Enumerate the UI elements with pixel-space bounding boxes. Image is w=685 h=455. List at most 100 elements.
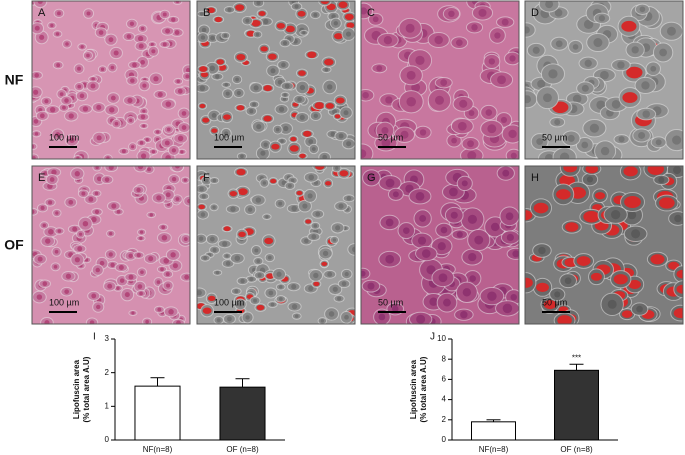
cell (525, 22, 536, 38)
nucleus (238, 188, 248, 196)
nucleus (381, 138, 391, 148)
nucleus (618, 136, 625, 143)
nucleus (334, 33, 343, 40)
row-label: OF (4, 237, 24, 253)
nucleus (199, 103, 206, 109)
nucleus (321, 261, 328, 267)
nucleus (469, 275, 476, 282)
nucleus (108, 37, 114, 43)
nucleus (114, 121, 119, 126)
nucleus (676, 284, 683, 294)
nucleus (525, 95, 531, 104)
nucleus (42, 223, 46, 228)
panel-border (524, 0, 684, 160)
nucleus (344, 271, 349, 277)
nucleus (263, 18, 269, 25)
nucleus (108, 166, 114, 170)
nucleus (621, 20, 637, 32)
nucleus (130, 78, 135, 83)
nucleus (421, 249, 431, 258)
nucleus (95, 166, 99, 170)
nucleus (344, 314, 349, 320)
nucleus (490, 222, 500, 232)
nucleus (247, 207, 253, 212)
nucleus (245, 315, 250, 320)
nucleus (201, 27, 207, 33)
nucleus (223, 114, 231, 120)
nucleus (183, 237, 188, 242)
nucleus (276, 22, 285, 29)
nucleus (145, 138, 149, 142)
nucleus (621, 310, 633, 318)
nucleus (290, 136, 297, 142)
nucleus (434, 35, 443, 45)
nucleus (311, 234, 317, 240)
nucleus (302, 31, 306, 35)
nucleus (376, 65, 383, 72)
nucleus (468, 110, 475, 116)
nucleus (164, 140, 170, 146)
nucleus (583, 19, 594, 30)
nucleus (537, 79, 546, 88)
nucleus (94, 191, 99, 196)
nucleus (199, 186, 204, 192)
nucleus (177, 88, 183, 94)
nucleus (151, 149, 156, 154)
nucleus (461, 180, 468, 187)
nucleus (277, 79, 283, 85)
nucleus (291, 284, 297, 290)
panel-letter: G (367, 172, 376, 184)
nucleus (419, 215, 427, 222)
nucleus (405, 23, 415, 33)
nucleus (197, 290, 202, 296)
nucleus (278, 297, 283, 301)
nucleus (185, 68, 190, 73)
nucleus (140, 153, 147, 159)
nucleus (617, 61, 625, 69)
nucleus (104, 177, 110, 182)
nucleus (96, 304, 101, 310)
nucleus (224, 131, 229, 136)
nucleus (556, 189, 571, 200)
nucleus (624, 196, 641, 208)
nucleus (94, 209, 100, 215)
nucleus (118, 265, 124, 270)
nucleus (341, 281, 347, 287)
nucleus (532, 46, 540, 54)
nucleus (488, 58, 496, 65)
nucleus (263, 142, 268, 147)
y-tick-label: 10 (437, 334, 446, 343)
nucleus (140, 270, 144, 275)
nucleus (459, 99, 468, 108)
nucleus (216, 318, 221, 322)
nucleus (417, 236, 427, 245)
nucleus (37, 256, 43, 262)
nucleus (74, 257, 80, 263)
nucleus (426, 265, 436, 275)
nucleus (171, 17, 176, 22)
nucleus (485, 109, 493, 116)
nucleus (673, 166, 682, 175)
nucleus (674, 214, 682, 223)
nucleus (280, 139, 284, 143)
nucleus (525, 210, 533, 221)
nucleus (203, 256, 208, 260)
nucleus (283, 93, 287, 97)
nucleus (166, 283, 171, 288)
nucleus (405, 184, 414, 193)
nucleus (163, 258, 170, 264)
nucleus (400, 130, 409, 139)
panel-border (360, 165, 520, 325)
nucleus (555, 40, 563, 48)
nucleus (270, 68, 276, 74)
nucleus (223, 226, 231, 232)
nucleus (32, 156, 36, 159)
nucleus (315, 211, 321, 217)
nucleus (291, 205, 297, 212)
nucleus (673, 308, 683, 319)
nucleus (563, 166, 578, 173)
nucleus (324, 58, 334, 66)
nucleus (91, 77, 95, 81)
y-axis-label: Lipofuscin area (72, 359, 81, 419)
panel-border (31, 165, 191, 325)
